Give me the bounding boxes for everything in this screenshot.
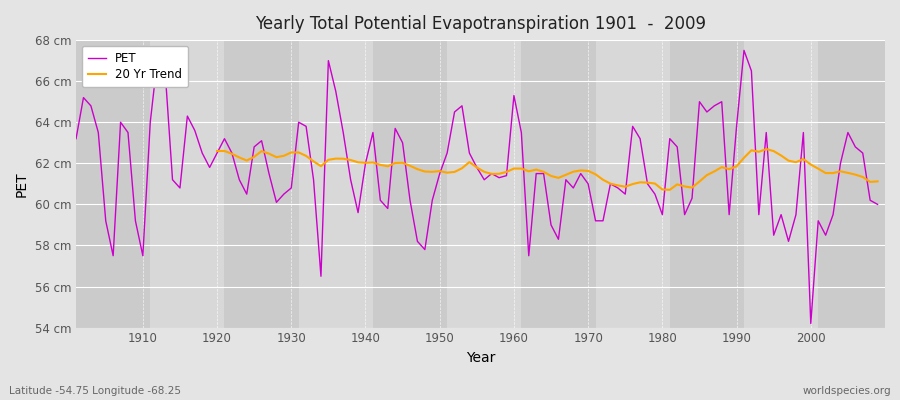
PET — [508, 93, 519, 98]
Bar — [447, 40, 521, 328]
PET — [338, 130, 348, 135]
Bar — [76, 40, 150, 328]
Line: PET: PET — [76, 50, 878, 324]
PET — [70, 136, 81, 141]
20 Yr Trend — [872, 179, 883, 184]
Bar — [670, 40, 744, 328]
20 Yr Trend — [412, 167, 423, 172]
PET — [806, 321, 816, 326]
Line: 20 Yr Trend: 20 Yr Trend — [217, 149, 878, 190]
20 Yr Trend — [790, 160, 801, 164]
PET — [293, 120, 304, 125]
Bar — [373, 40, 447, 328]
Title: Yearly Total Potential Evapotranspiration 1901  -  2009: Yearly Total Potential Evapotranspiratio… — [255, 15, 706, 33]
Bar — [744, 40, 818, 328]
20 Yr Trend — [664, 188, 675, 192]
Legend: PET, 20 Yr Trend: PET, 20 Yr Trend — [82, 46, 188, 87]
PET — [130, 218, 140, 223]
20 Yr Trend — [680, 184, 690, 189]
Bar — [596, 40, 670, 328]
Bar — [224, 40, 299, 328]
20 Yr Trend — [858, 174, 868, 179]
20 Yr Trend — [776, 153, 787, 158]
20 Yr Trend — [760, 147, 771, 152]
Y-axis label: PET: PET — [15, 171, 29, 197]
20 Yr Trend — [212, 148, 222, 153]
PET — [598, 218, 608, 223]
PET — [501, 173, 512, 178]
Bar — [521, 40, 596, 328]
X-axis label: Year: Year — [466, 351, 495, 365]
Bar — [299, 40, 373, 328]
Bar — [818, 40, 885, 328]
PET — [739, 48, 750, 53]
Text: Latitude -54.75 Longitude -68.25: Latitude -54.75 Longitude -68.25 — [9, 386, 181, 396]
PET — [872, 202, 883, 207]
20 Yr Trend — [301, 154, 311, 158]
Text: worldspecies.org: worldspecies.org — [803, 386, 891, 396]
Bar — [150, 40, 224, 328]
